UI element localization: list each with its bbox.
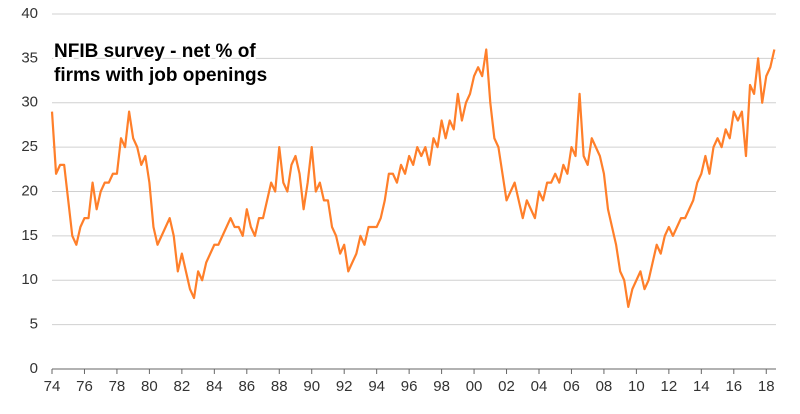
x-tick-label: 02 [498,378,515,395]
x-tick-label: 06 [563,378,580,395]
x-tick-label: 84 [206,378,223,395]
x-tick-label: 90 [303,378,320,395]
y-tick-label: 35 [21,49,38,66]
x-tick-label: 16 [725,378,742,395]
x-tick-label: 18 [758,378,775,395]
y-tick-label: 25 [21,138,38,155]
x-tick-label: 92 [336,378,353,395]
x-tick-label: 78 [109,378,126,395]
data-line [50,48,776,308]
annotation: firms with job openings [54,65,267,86]
y-tick-label: 0 [30,360,38,377]
y-tick-label: 10 [21,271,38,288]
y-tick-label: 15 [21,227,38,244]
x-tick-label: 76 [76,378,93,395]
x-tick-label: 88 [271,378,288,395]
x-tick-label: 80 [141,378,158,395]
x-tick-label: 82 [174,378,191,395]
x-tick-label: 94 [368,378,385,395]
y-tick-label: 5 [30,316,38,333]
x-tick-label: 08 [596,378,613,395]
x-tick-label: 14 [693,378,710,395]
y-tick-label: 20 [21,182,38,199]
y-tick-label: 30 [21,94,38,111]
y-tick-label: 40 [21,5,38,22]
x-tick-label: 74 [44,378,61,395]
x-tick-label: 12 [661,378,678,395]
x-tick-label: 04 [531,378,548,395]
annotation: NFIB survey - net % of [54,41,256,62]
x-tick-label: 10 [628,378,645,395]
x-tick-label: 98 [433,378,450,395]
x-tick-label: 86 [238,378,255,395]
x-tick-label: 00 [466,378,483,395]
x-tick-label: 96 [401,378,418,395]
